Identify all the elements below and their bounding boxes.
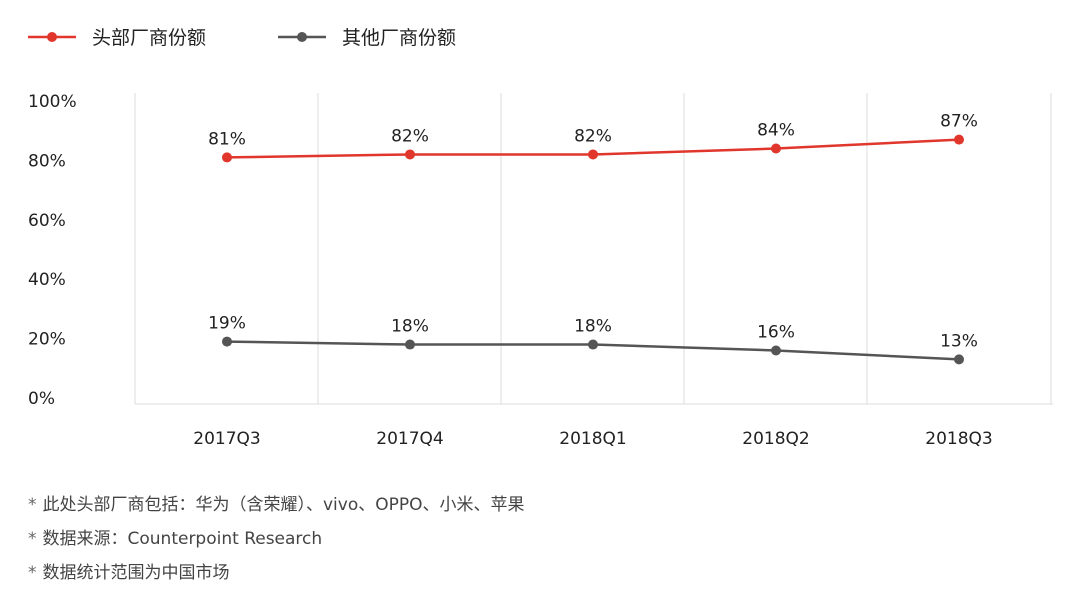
footnote-marker: * (28, 563, 37, 583)
data-point (954, 134, 964, 145)
data-point (405, 149, 415, 160)
footnote-marker: * (28, 495, 37, 515)
x-tick-label: 2018Q2 (742, 429, 809, 449)
data-point (771, 143, 781, 154)
data-label: 18% (391, 317, 429, 337)
y-tick-label: 60% (28, 211, 66, 231)
footnote-marker: * (28, 529, 37, 549)
y-tick-label: 20% (28, 330, 66, 350)
series-layer: 81% 82% 82% 84% 87% 19% 18% 18% 16% 13% (208, 112, 978, 365)
data-point (954, 354, 964, 365)
footnote-scope: * 数据统计范围为中国市场 (28, 564, 525, 582)
footnotes: * 此处头部厂商包括：华为（含荣耀）、vivo、OPPO、小米、苹果 * 数据来源：… (28, 496, 525, 598)
data-label: 16% (757, 322, 795, 342)
x-axis: 2017Q3 2017Q4 2018Q1 2018Q2 2018Q3 (193, 429, 992, 449)
x-tick-label: 2017Q4 (376, 429, 443, 449)
data-label: 82% (391, 126, 429, 146)
data-point (588, 149, 598, 160)
footnote-vendors: * 此处头部厂商包括：华为（含荣耀）、vivo、OPPO、小米、苹果 (28, 496, 525, 514)
legend: 头部厂商份额 其他厂商份额 (28, 27, 456, 49)
y-tick-label: 80% (28, 151, 66, 171)
legend-item-top-vendors: 头部厂商份额 (28, 27, 206, 49)
data-point (222, 152, 232, 163)
legend-marker-other-vendors (297, 32, 307, 42)
data-label: 84% (757, 121, 795, 141)
data-label: 87% (940, 112, 978, 132)
legend-label-top-vendors: 头部厂商份额 (92, 27, 206, 49)
data-point (405, 339, 415, 350)
y-tick-label: 0% (28, 389, 55, 409)
data-point (222, 336, 232, 347)
data-label: 19% (208, 314, 246, 334)
footnote-source: * 数据来源：Counterpoint Research (28, 530, 525, 548)
footnote-text: 数据来源：Counterpoint Research (42, 529, 323, 549)
series-2: 19% 18% 18% 16% 13% (208, 314, 978, 365)
data-label: 81% (208, 129, 246, 149)
legend-item-other-vendors: 其他厂商份额 (278, 27, 456, 49)
data-point (588, 339, 598, 350)
legend-label-other-vendors: 其他厂商份额 (342, 27, 456, 49)
footnote-text: 此处头部厂商包括：华为（含荣耀）、vivo、OPPO、小米、苹果 (42, 495, 525, 515)
x-tick-label: 2018Q1 (559, 429, 626, 449)
y-tick-label: 40% (28, 270, 66, 290)
footnote-text: 数据统计范围为中国市场 (42, 563, 230, 583)
data-label: 18% (574, 317, 612, 337)
data-point (771, 345, 781, 356)
series-1: 81% 82% 82% 84% 87% (208, 112, 978, 163)
data-label: 82% (574, 126, 612, 146)
legend-marker-top-vendors (47, 32, 57, 42)
data-label: 13% (940, 331, 978, 351)
x-tick-label: 2017Q3 (193, 429, 260, 449)
x-tick-label: 2018Q3 (925, 429, 992, 449)
y-axis: 0% 20% 40% 60% 80% 100% (28, 92, 77, 409)
y-tick-label: 100% (28, 92, 77, 112)
